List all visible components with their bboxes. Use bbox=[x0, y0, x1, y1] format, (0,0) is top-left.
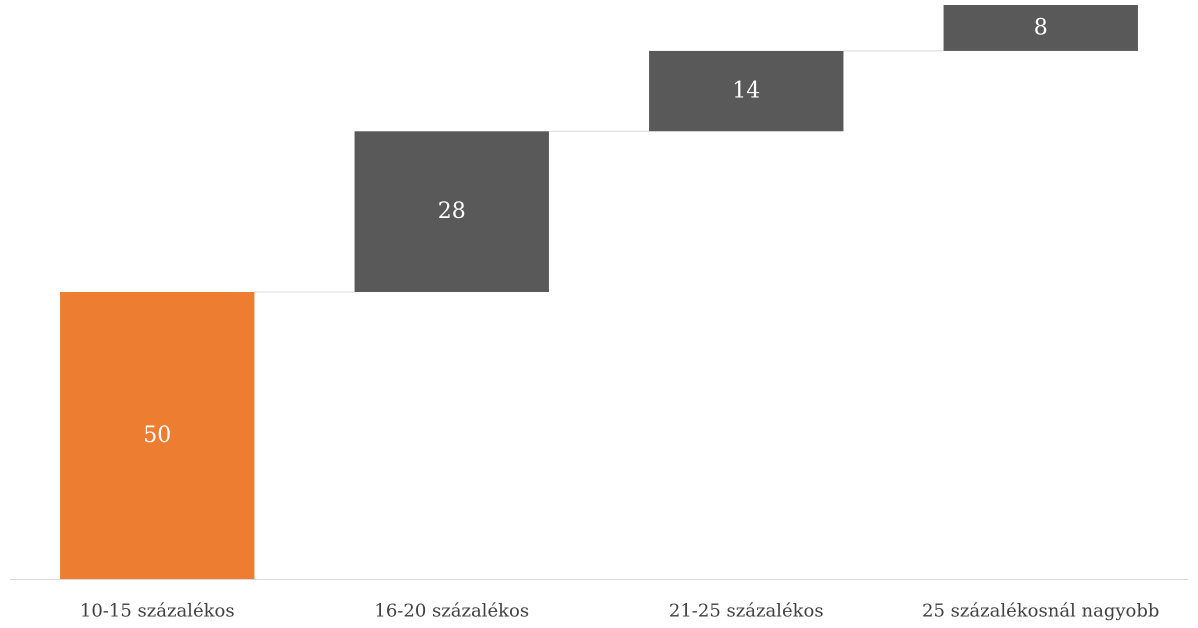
bar-value-label: 28 bbox=[438, 199, 466, 224]
x-tick-label: 21-25 százalékos bbox=[669, 601, 824, 622]
x-axis-tick-labels: 10-15 százalékos 16-20 százalékos 21-25 sz… bbox=[80, 601, 1160, 622]
bar-value-label: 8 bbox=[1034, 15, 1048, 40]
connector-lines bbox=[254, 50, 944, 293]
x-tick-label: 10-15 százalékos bbox=[80, 601, 235, 622]
bar-4 bbox=[943, 5, 1138, 51]
x-tick-label: 16-20 százalékos bbox=[374, 601, 529, 622]
bar-1 bbox=[60, 292, 255, 579]
bar-2 bbox=[354, 131, 549, 292]
bar-3 bbox=[649, 50, 844, 132]
bar-value-label: 50 bbox=[143, 423, 171, 448]
bars-group: 50 28 14 8 bbox=[60, 5, 1138, 579]
bar-value-label: 14 bbox=[732, 79, 760, 104]
x-tick-label: 25 százalékosnál nagyobb bbox=[922, 601, 1159, 622]
